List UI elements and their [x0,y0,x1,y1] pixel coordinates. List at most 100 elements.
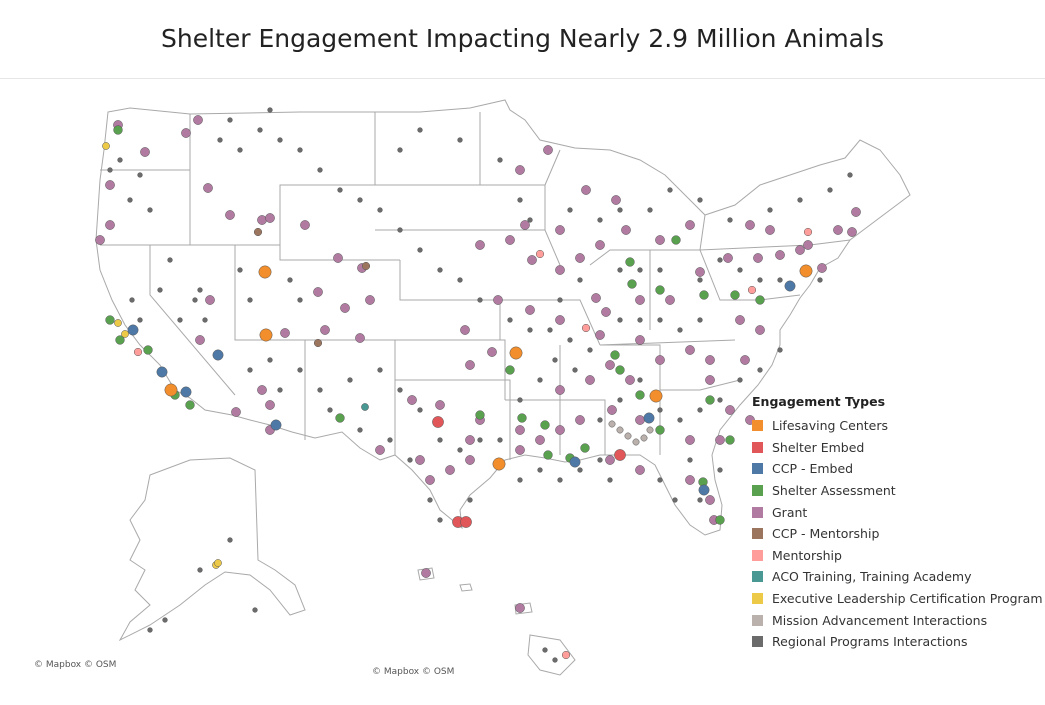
marker-regional[interactable] [527,217,533,223]
marker-grant[interactable] [851,207,861,217]
marker-regional[interactable] [637,317,643,323]
marker-regional[interactable] [467,497,473,503]
marker-lifesaving[interactable] [799,264,813,278]
marker-assessment[interactable] [335,413,345,423]
marker-regional[interactable] [457,277,463,283]
marker-grant[interactable] [231,407,241,417]
marker-lifesaving[interactable] [649,389,663,403]
marker-regional[interactable] [437,267,443,273]
marker-regional[interactable] [192,297,198,303]
marker-regional[interactable] [457,137,463,143]
marker-regional[interactable] [777,277,783,283]
marker-grant[interactable] [695,267,705,277]
marker-grant[interactable] [265,213,275,223]
marker-grant[interactable] [705,375,715,385]
marker-regional[interactable] [637,377,643,383]
marker-regional[interactable] [572,367,578,373]
marker-grant[interactable] [775,250,785,260]
legend-item-aco-training[interactable]: ACO Training, Training Academy [752,566,1044,588]
marker-grant[interactable] [685,435,695,445]
marker-grant[interactable] [601,307,611,317]
marker-regional[interactable] [537,467,543,473]
legend-item-regional-programs[interactable]: Regional Programs Interactions [752,631,1044,653]
legend-item-ccp-embed[interactable]: CCP - Embed [752,458,1044,480]
marker-grant[interactable] [465,360,475,370]
marker-regional[interactable] [497,437,503,443]
legend-item-shelter-assessment[interactable]: Shelter Assessment [752,480,1044,502]
marker-regional[interactable] [847,172,853,178]
marker-grant[interactable] [320,325,330,335]
marker-regional[interactable] [457,447,463,453]
marker-ccp-embed[interactable] [784,280,796,292]
marker-regional[interactable] [527,327,533,333]
marker-regional[interactable] [277,387,283,393]
marker-regional[interactable] [637,267,643,273]
marker-regional[interactable] [557,297,563,303]
marker-lifesaving[interactable] [259,328,273,342]
marker-ccp-embed[interactable] [698,484,710,496]
marker-grant[interactable] [515,445,525,455]
marker-regional[interactable] [127,197,133,203]
marker-regional[interactable] [162,617,168,623]
marker-grant[interactable] [755,325,765,335]
marker-grant[interactable] [740,355,750,365]
marker-regional[interactable] [417,247,423,253]
marker-grant[interactable] [415,455,425,465]
marker-regional[interactable] [617,267,623,273]
marker-regional[interactable] [677,417,683,423]
marker-ccp-embed[interactable] [127,324,139,336]
marker-assessment[interactable] [610,350,620,360]
marker-regional[interactable] [717,397,723,403]
marker-regional[interactable] [777,347,783,353]
marker-mission[interactable] [640,434,648,442]
marker-grant[interactable] [753,253,763,263]
marker-regional[interactable] [157,287,163,293]
marker-regional[interactable] [237,147,243,153]
marker-grant[interactable] [225,210,235,220]
marker-assessment[interactable] [755,295,765,305]
marker-grant[interactable] [655,355,665,365]
legend-item-grant[interactable]: Grant [752,501,1044,523]
marker-regional[interactable] [677,327,683,333]
marker-assessment[interactable] [627,279,637,289]
marker-grant[interactable] [621,225,631,235]
marker-grant[interactable] [685,345,695,355]
marker-regional[interactable] [387,437,393,443]
marker-regional[interactable] [287,277,293,283]
marker-grant[interactable] [515,165,525,175]
marker-grant[interactable] [555,315,565,325]
marker-grant[interactable] [203,183,213,193]
legend-item-lifesaving-centers[interactable]: Lifesaving Centers [752,415,1044,437]
marker-grant[interactable] [465,455,475,465]
marker-ccp-embed[interactable] [212,349,224,361]
marker-mission[interactable] [624,432,632,440]
marker-regional[interactable] [697,317,703,323]
marker-grant[interactable] [635,335,645,345]
legend-item-mentorship[interactable]: Mentorship [752,545,1044,567]
marker-regional[interactable] [177,317,183,323]
marker-grant[interactable] [795,245,805,255]
marker-regional[interactable] [697,407,703,413]
legend-item-mission-advancement[interactable]: Mission Advancement Interactions [752,609,1044,631]
marker-regional[interactable] [197,287,203,293]
marker-assessment[interactable] [105,315,115,325]
marker-regional[interactable] [417,127,423,133]
marker-mentorship[interactable] [535,249,545,259]
marker-regional[interactable] [437,437,443,443]
marker-shelter-embed[interactable] [432,416,444,428]
marker-lifesaving[interactable] [492,457,506,471]
marker-assessment[interactable] [505,365,515,375]
marker-grant[interactable] [555,425,565,435]
marker-elcp[interactable] [121,330,129,338]
marker-regional[interactable] [737,267,743,273]
marker-regional[interactable] [672,497,678,503]
marker-grant[interactable] [300,220,310,230]
marker-grant[interactable] [543,145,553,155]
marker-grant[interactable] [445,465,455,475]
marker-regional[interactable] [197,567,203,573]
marker-grant[interactable] [333,253,343,263]
marker-elcp[interactable] [114,319,122,327]
marker-grant[interactable] [595,330,605,340]
marker-grant[interactable] [685,220,695,230]
marker-grant[interactable] [460,325,470,335]
